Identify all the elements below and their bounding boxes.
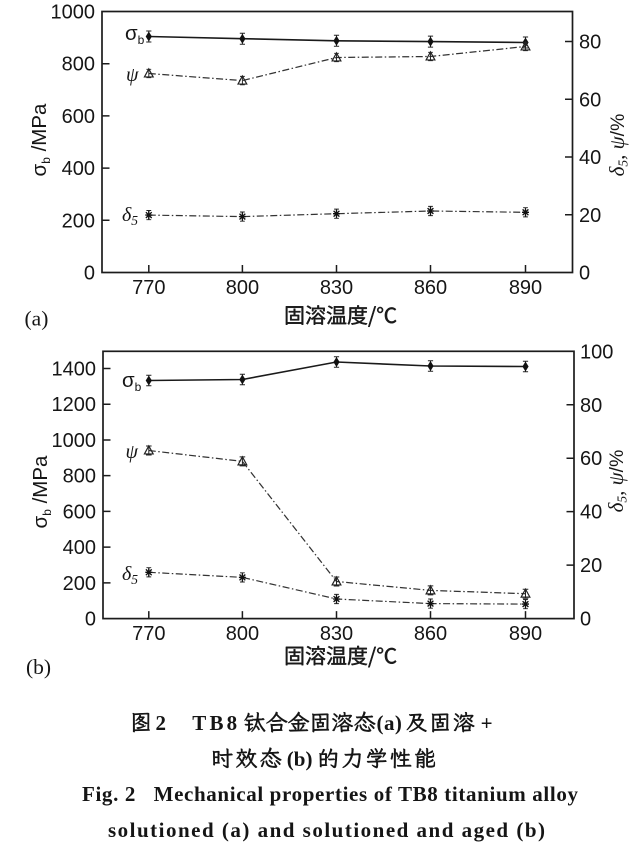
svg-text:0: 0 [84,263,95,285]
svg-text:(b): (b) [26,655,51,679]
svg-text:δ5: δ5 [122,204,138,228]
svg-text:+: + [481,711,493,735]
svg-text:400: 400 [63,537,96,559]
svg-text:40: 40 [580,502,602,524]
svg-text:830: 830 [320,277,353,299]
svg-text:TB8: TB8 [192,711,237,735]
svg-text:1000: 1000 [51,2,96,24]
svg-text:200: 200 [63,573,96,595]
svg-text:δ5: δ5 [122,563,138,587]
svg-text:Fig. 2 Mechanical properties: Fig. 2 Mechanical properties of TB8 tita… [82,782,579,806]
svg-text:0: 0 [580,609,591,631]
svg-text:ψ: ψ [126,64,139,86]
svg-text:830: 830 [320,623,353,645]
svg-text:2: 2 [156,711,167,735]
svg-text:600: 600 [63,501,96,523]
svg-text:860: 860 [414,623,447,645]
svg-text:100: 100 [580,341,613,363]
svg-text:1000: 1000 [52,430,97,452]
svg-text:(b): (b) [287,747,313,771]
svg-text:800: 800 [226,277,259,299]
svg-text:δ5, ψ/%: δ5, ψ/% [604,450,630,513]
svg-text:800: 800 [63,466,96,488]
svg-text:60: 60 [580,448,602,470]
svg-text:60: 60 [579,89,601,111]
svg-text:solutioned (a) and solutioned: solutioned (a) and solutioned and aged (… [108,818,545,842]
svg-text:800: 800 [226,623,259,645]
svg-text:600: 600 [62,106,95,128]
svg-text:20: 20 [579,205,601,227]
svg-text:σb: σb [125,22,145,47]
svg-text:δ5, ψ/%: δ5, ψ/% [605,114,631,177]
svg-text:σb /MPa: σb /MPa [28,103,53,176]
svg-text:1400: 1400 [52,358,97,380]
svg-text:860: 860 [414,277,447,299]
svg-text:770: 770 [132,623,165,645]
svg-text:80: 80 [579,32,601,54]
svg-text:800: 800 [62,54,95,76]
svg-text:890: 890 [509,623,542,645]
svg-text:0: 0 [579,263,590,285]
svg-text:ψ: ψ [126,441,139,463]
svg-text:400: 400 [62,158,95,180]
svg-text:200: 200 [62,210,95,232]
svg-text:(a): (a) [377,711,402,735]
svg-text:890: 890 [509,277,542,299]
svg-text:80: 80 [580,395,602,417]
svg-text:1200: 1200 [52,394,97,416]
svg-text:770: 770 [132,277,165,299]
svg-text:20: 20 [580,555,602,577]
svg-text:σb: σb [122,369,142,394]
svg-text:40: 40 [579,147,601,169]
svg-text:(a): (a) [25,307,49,331]
svg-text:σb /MPa: σb /MPa [29,455,54,528]
svg-text:0: 0 [85,609,96,631]
